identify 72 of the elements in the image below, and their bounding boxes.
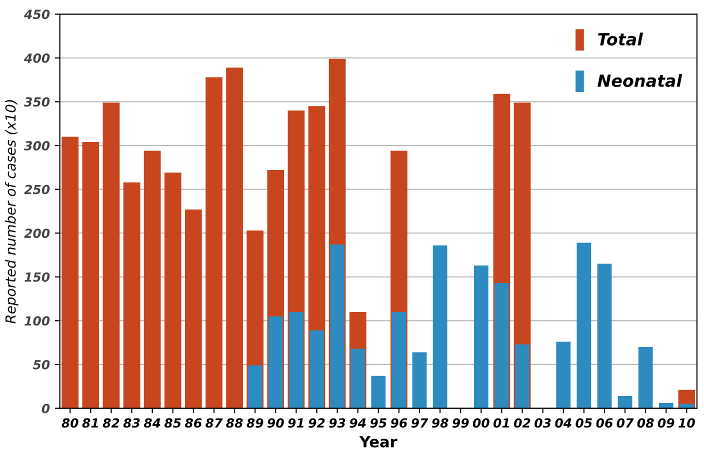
x-tick-label: 93 [329, 418, 346, 428]
x-tick-label: 91 [288, 418, 304, 428]
bar [474, 266, 488, 408]
bar [556, 342, 571, 408]
legend-label: Total [598, 32, 644, 46]
bar [412, 352, 427, 408]
x-tick-label: 92 [308, 418, 325, 428]
bar [82, 142, 100, 408]
bar [248, 365, 262, 408]
bar [185, 209, 202, 408]
bar [618, 396, 632, 408]
bar [102, 102, 120, 408]
x-tick-label: 03 [534, 418, 551, 428]
y-tick-label: 250 [24, 184, 50, 194]
bar [268, 316, 283, 408]
y-axis-title: Reported number of cases (x10) [5, 100, 18, 324]
x-tick-label: 81 [82, 418, 98, 428]
y-tick-label: 0 [42, 404, 50, 414]
y-tick-label: 50 [32, 360, 50, 370]
x-tick-label: 08 [637, 418, 654, 428]
bar [638, 346, 653, 408]
bar [350, 348, 366, 408]
x-tick-label: 97 [411, 418, 428, 428]
x-tick-label: 04 [555, 418, 572, 428]
y-tick-label: 200 [24, 228, 50, 238]
x-tick-label: 00 [472, 418, 490, 428]
y-tick-label: 350 [24, 97, 50, 107]
y-tick-label: 400 [24, 53, 50, 63]
x-tick-label: 01 [493, 418, 509, 428]
x-tick-label: 88 [226, 418, 243, 428]
y-tick-label: 450 [24, 10, 50, 20]
legend-label: Neonatal [598, 74, 682, 87]
x-tick-label: 94 [350, 418, 366, 428]
x-tick-label: 90 [267, 418, 284, 428]
y-tick-label: 100 [24, 316, 50, 326]
bar [515, 344, 530, 408]
x-tick-label: 86 [185, 418, 202, 428]
bar [597, 264, 612, 408]
bar [62, 136, 79, 408]
bar [206, 77, 222, 408]
x-axis-title: Year [359, 436, 398, 448]
x-tick-label: 82 [102, 418, 120, 428]
y-tick-label: 150 [24, 272, 50, 282]
x-tick-label: 80 [62, 418, 78, 428]
x-tick-label: 96 [390, 418, 408, 428]
x-tick-label: 06 [596, 418, 613, 428]
bar [392, 312, 406, 408]
x-tick-label: 89 [246, 418, 264, 428]
x-tick-label: 95 [370, 418, 386, 428]
x-tick-label: 98 [432, 418, 448, 428]
bar [144, 150, 161, 408]
bar [494, 283, 509, 408]
x-tick-label: 09 [658, 418, 674, 428]
x-tick-label: 84 [144, 418, 160, 428]
bar [164, 172, 182, 408]
x-tick-label: 87 [206, 418, 223, 428]
bar [576, 242, 592, 408]
x-tick-label: 05 [576, 418, 592, 428]
bar [123, 182, 140, 408]
x-tick-label: 07 [616, 418, 634, 428]
bar [289, 312, 304, 408]
bar [371, 376, 386, 408]
y-tick-label: 300 [24, 141, 50, 150]
bar [310, 330, 324, 408]
x-tick-label: 02 [514, 418, 530, 428]
x-tick-label: 10 [678, 418, 695, 428]
x-tick-label: 83 [123, 418, 140, 428]
bar [226, 68, 243, 408]
x-tick-label: 99 [452, 418, 469, 428]
bar [330, 244, 344, 408]
bar [432, 245, 448, 408]
x-tick-label: 85 [164, 418, 181, 428]
